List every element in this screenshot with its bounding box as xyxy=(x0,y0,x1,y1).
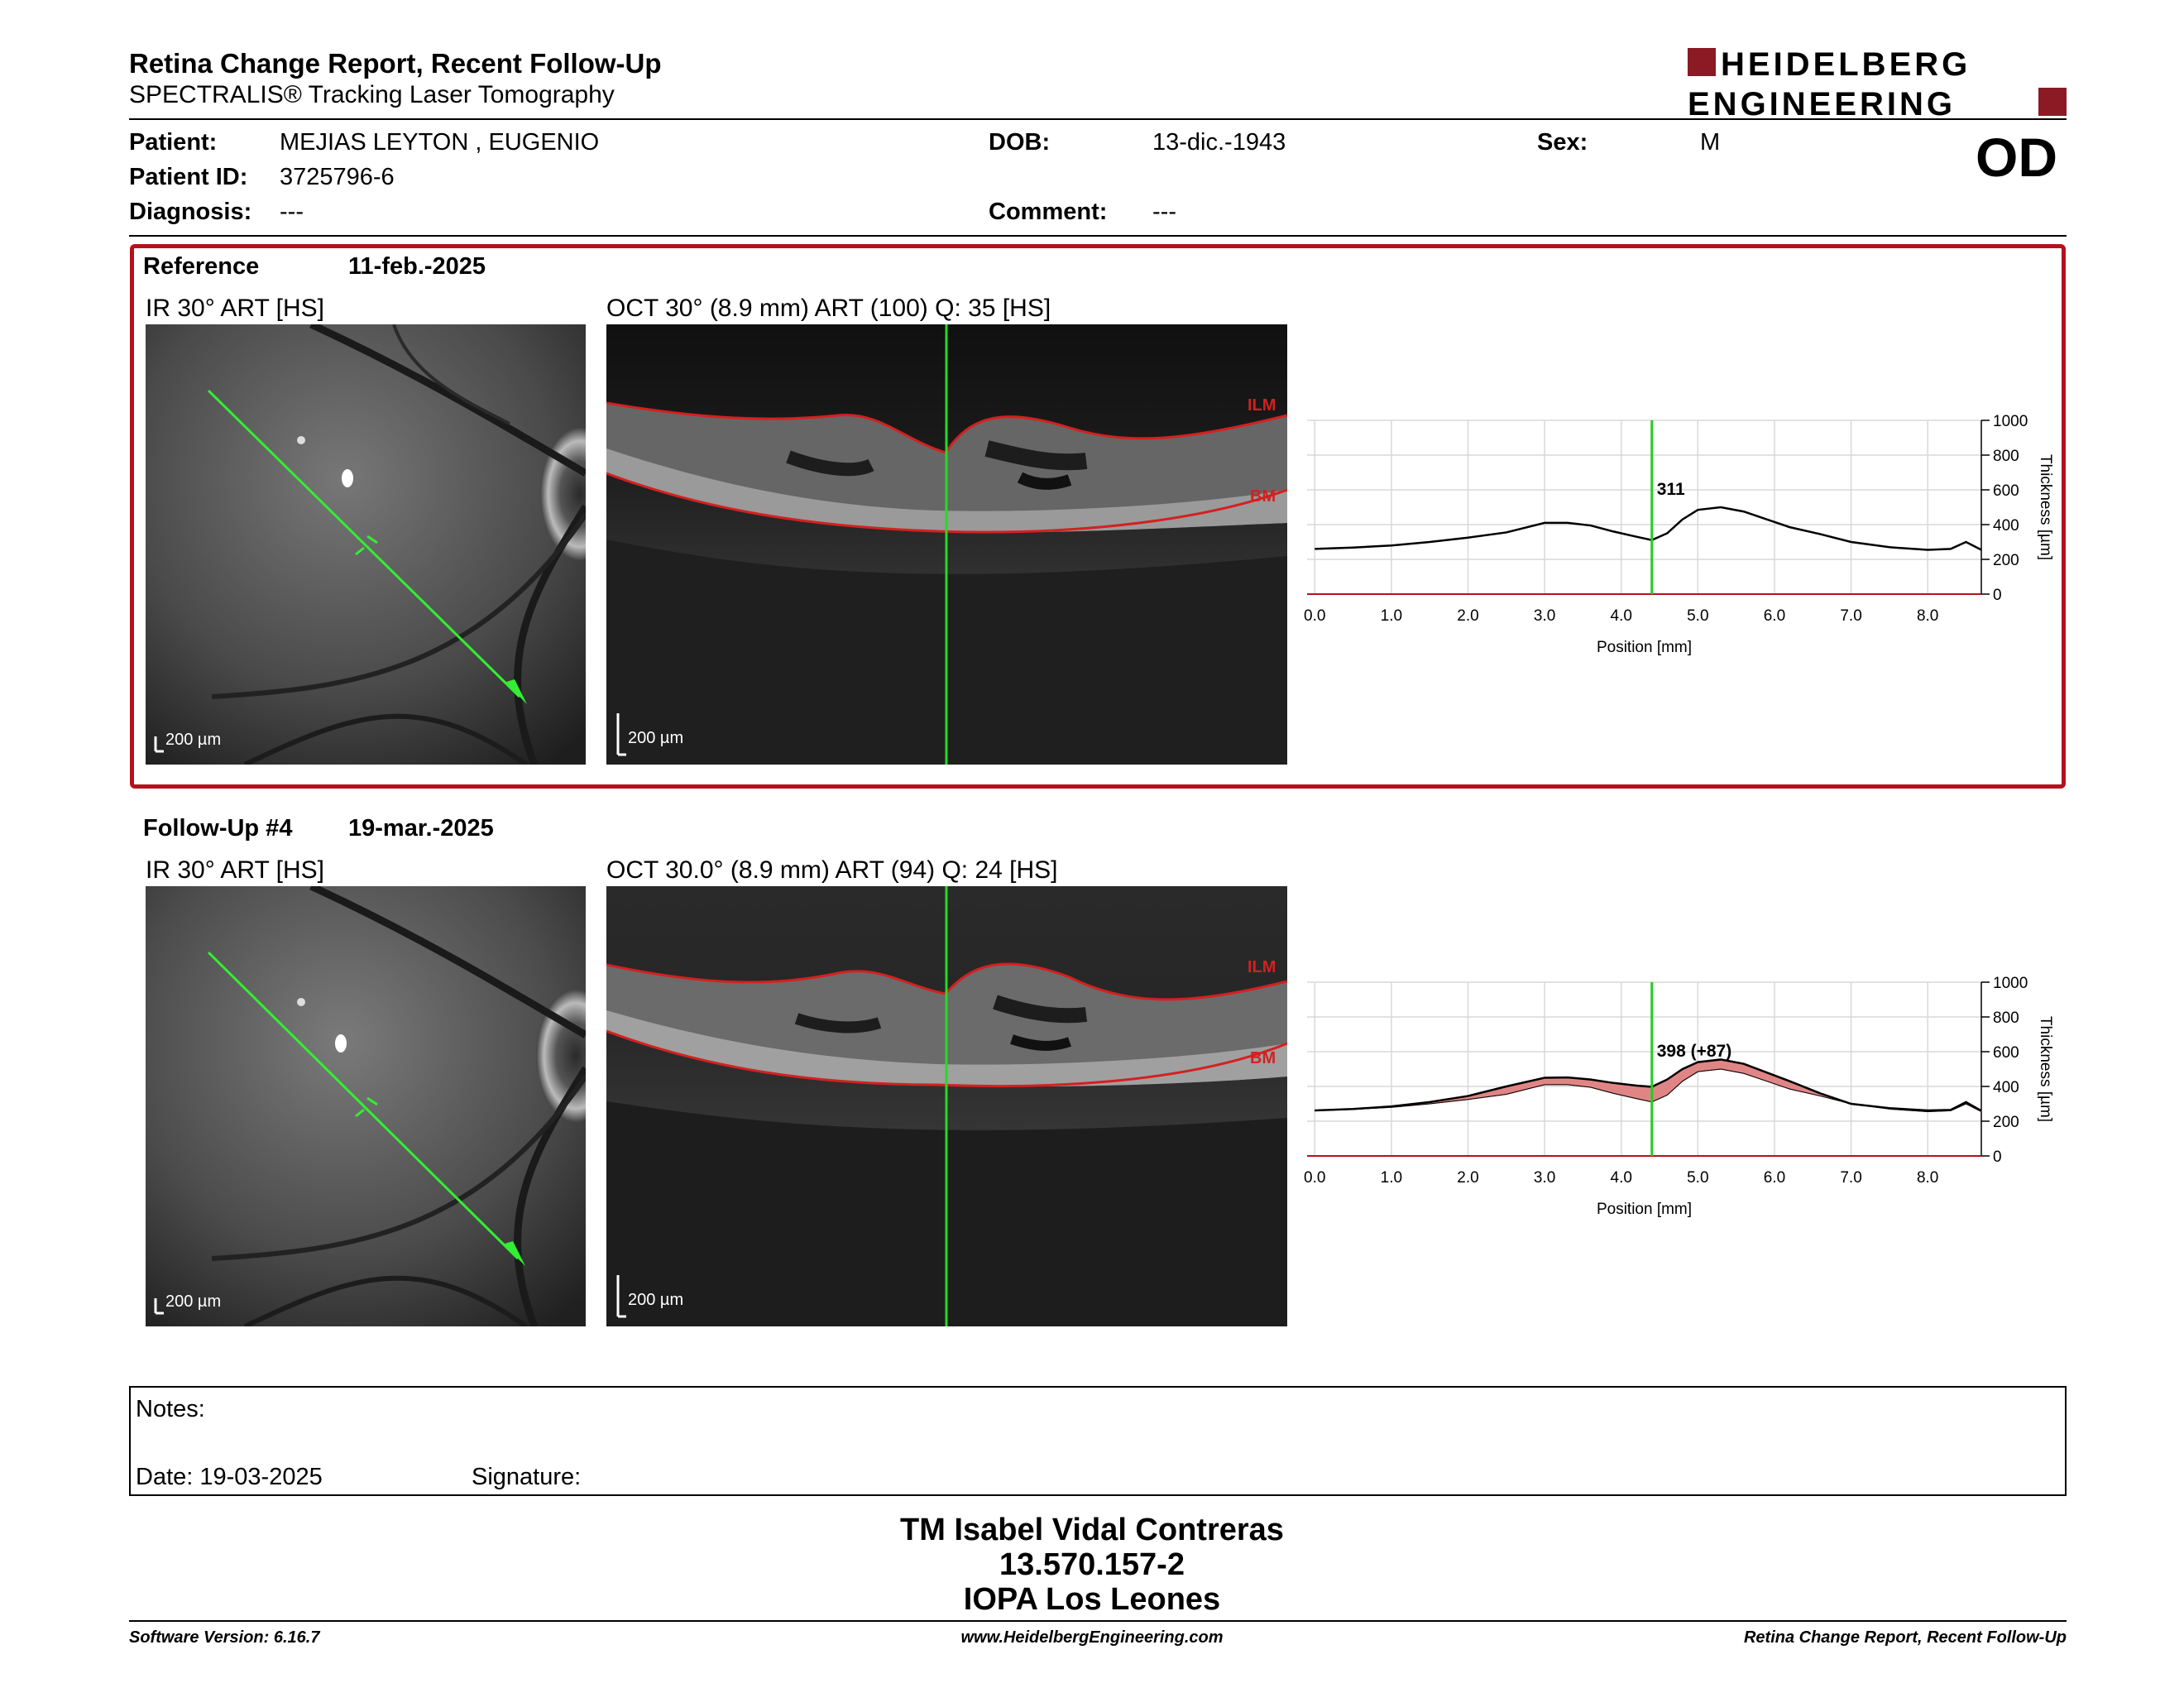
sex-label: Sex: xyxy=(1537,129,1588,156)
y-axis-label: Thickness [µm] xyxy=(2037,1016,2054,1122)
patient-id: 3725796-6 xyxy=(280,164,395,190)
reference-date: 11-feb.-2025 xyxy=(348,253,486,280)
sex-value: M xyxy=(1700,129,1721,156)
logo-line2: ENGINEERING xyxy=(1688,86,1956,121)
header-divider xyxy=(129,118,2067,120)
x-tick-label: 8.0 xyxy=(1917,607,1938,625)
followup-ir-image: 200 µm xyxy=(146,886,586,1326)
y-tick-label: 200 xyxy=(1993,1114,2019,1131)
report-title: Retina Change Report, Recent Follow-Up xyxy=(129,48,662,79)
y-tick-label: 1000 xyxy=(1993,413,2028,430)
dob-value: 13-dic.-1943 xyxy=(1152,129,1286,156)
followup-ir-scale: 200 µm xyxy=(165,1292,221,1311)
x-axis-label: Position [mm] xyxy=(1597,1201,1692,1218)
reference-bm-label: BM xyxy=(1250,487,1276,506)
x-tick-label: 1.0 xyxy=(1381,607,1402,625)
dob-label: DOB: xyxy=(989,129,1051,156)
website-link[interactable]: www.HeidelbergEngineering.com xyxy=(960,1628,1224,1647)
followup-ir-caption: IR 30° ART [HS] xyxy=(146,856,324,884)
x-tick-label: 7.0 xyxy=(1840,607,1861,625)
patient-label: Patient: xyxy=(129,129,218,156)
x-tick-label: 1.0 xyxy=(1381,1169,1402,1187)
reference-label: Reference xyxy=(143,253,260,280)
reference-frame xyxy=(130,244,2066,789)
x-tick-label: 3.0 xyxy=(1534,1169,1555,1187)
x-tick-label: 4.0 xyxy=(1611,607,1632,625)
footer-report-name: Retina Change Report, Recent Follow-Up xyxy=(1743,1628,2067,1647)
comment-value: --- xyxy=(1152,199,1176,225)
y-tick-label: 800 xyxy=(1993,1009,2019,1027)
thickness-line xyxy=(1315,1068,1982,1112)
x-tick-label: 5.0 xyxy=(1687,607,1708,625)
notes-label: Notes: xyxy=(136,1396,205,1422)
patient-name: MEJIAS LEYTON , EUGENIO xyxy=(280,129,600,156)
software-version: Software Version: 6.16.7 xyxy=(129,1628,320,1647)
followup-date: 19-mar.-2025 xyxy=(348,815,494,842)
reference-oct-caption: OCT 30° (8.9 mm) ART (100) Q: 35 [HS] xyxy=(606,295,1051,322)
signer-id: 13.570.157-2 xyxy=(999,1547,1185,1582)
followup-oct-caption: OCT 30.0° (8.9 mm) ART (94) Q: 24 [HS] xyxy=(606,856,1058,884)
footer-divider xyxy=(129,1620,2067,1622)
diagnosis-value: --- xyxy=(280,199,304,225)
logo-line1: HEIDELBERG xyxy=(1721,46,1971,83)
report-subtitle: SPECTRALIS® Tracking Laser Tomography xyxy=(129,81,615,108)
x-tick-label: 6.0 xyxy=(1764,607,1785,625)
y-tick-label: 400 xyxy=(1993,1079,2019,1096)
heidelberg-logo: HEIDELBERG ENGINEERING xyxy=(1688,46,2068,122)
eye-indicator: OD xyxy=(1976,127,2057,188)
x-tick-label: 4.0 xyxy=(1611,1169,1632,1187)
followup-bm-label: BM xyxy=(1250,1049,1276,1067)
x-tick-label: 8.0 xyxy=(1917,1169,1938,1187)
followup-ilm-label: ILM xyxy=(1248,958,1276,976)
x-tick-label: 3.0 xyxy=(1534,607,1555,625)
diagnosis-label: Diagnosis: xyxy=(129,199,252,225)
y-tick-label: 400 xyxy=(1993,517,2019,535)
reference-ir-image: 200 µm xyxy=(146,324,586,765)
reference-ir-scale: 200 µm xyxy=(165,731,221,749)
reference-ilm-label: ILM xyxy=(1248,396,1276,415)
y-tick-label: 600 xyxy=(1993,482,2019,500)
x-tick-label: 2.0 xyxy=(1457,1169,1478,1187)
cursor-value-label: 398 (+87) xyxy=(1657,1042,1731,1061)
thickness-line xyxy=(1315,1058,1982,1112)
reference-ir-caption: IR 30° ART [HS] xyxy=(146,295,324,322)
signer-name: TM Isabel Vidal Contreras xyxy=(900,1513,1284,1547)
x-tick-label: 2.0 xyxy=(1457,607,1478,625)
notes-box: Notes: Date: 19-03-2025 Signature: xyxy=(129,1386,2067,1496)
signature-label: Signature: xyxy=(472,1464,582,1490)
y-tick-label: 200 xyxy=(1993,552,2019,569)
followup-oct-image: ILM BM 200 µm xyxy=(606,886,1287,1326)
y-tick-label: 600 xyxy=(1993,1044,2019,1062)
reference-oct-image: ILM BM 200 µm xyxy=(606,324,1287,765)
y-tick-label: 0 xyxy=(1993,587,2002,604)
x-tick-label: 0.0 xyxy=(1304,1169,1325,1187)
reference-thickness-chart: 0 200 400 600 800 1000 0.0 1.0 2.0 3.0 4.0 5.0 6.0 7.… xyxy=(1304,413,2054,656)
x-tick-label: 0.0 xyxy=(1304,607,1325,625)
x-tick-label: 7.0 xyxy=(1840,1169,1861,1187)
y-tick-label: 800 xyxy=(1993,448,2019,465)
info-divider xyxy=(129,235,2067,237)
followup-oct-scale: 200 µm xyxy=(628,1291,683,1309)
x-axis-label: Position [mm] xyxy=(1597,639,1692,656)
reference-oct-scale: 200 µm xyxy=(628,729,683,747)
cursor-value-label: 311 xyxy=(1657,480,1685,499)
patient-id-label: Patient ID: xyxy=(129,164,248,190)
signer-institution: IOPA Los Leones xyxy=(963,1582,1221,1617)
thickness-line xyxy=(1315,506,1982,551)
y-axis-label: Thickness [µm] xyxy=(2037,454,2054,560)
y-tick-label: 1000 xyxy=(1993,975,2028,992)
date-label: Date: 19-03-2025 xyxy=(136,1464,323,1490)
followup-thickness-chart: 0 200 400 600 800 1000 0.0 1.0 2.0 3.0 4.0 5.0 6.0 7.… xyxy=(1304,975,2054,1218)
x-tick-label: 5.0 xyxy=(1687,1169,1708,1187)
x-tick-label: 6.0 xyxy=(1764,1169,1785,1187)
y-tick-label: 0 xyxy=(1993,1149,2002,1166)
followup-label: Follow-Up #4 xyxy=(143,815,293,842)
comment-label: Comment: xyxy=(989,199,1108,225)
